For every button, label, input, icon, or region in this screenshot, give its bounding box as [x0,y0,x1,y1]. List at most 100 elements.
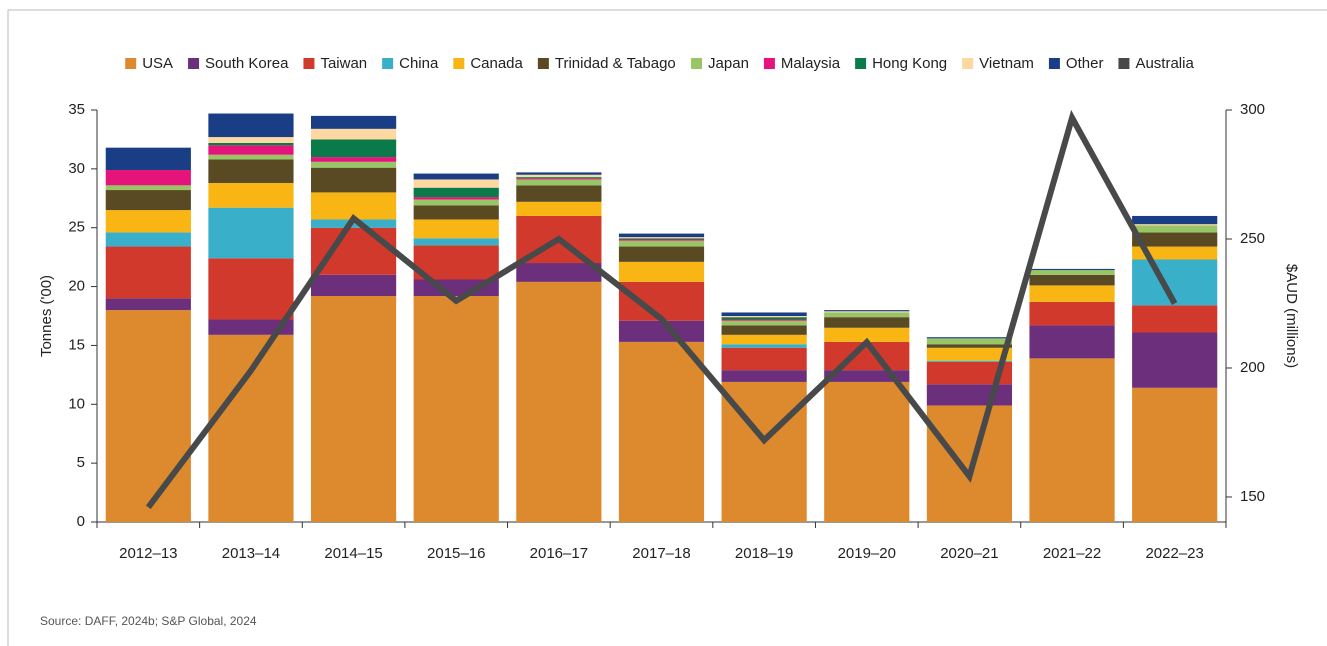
y-tick-label: 25 [68,219,85,236]
legend-swatch [125,58,137,69]
bar-segment [926,347,1013,361]
bar-segment [105,170,191,186]
x-tick-label: 2022–23 [1145,545,1203,562]
bar-segment [310,161,397,168]
bar-segment [310,128,397,140]
y-tick-label: 15 [68,336,85,353]
bar-segment [310,295,397,522]
bar-segment [618,239,705,241]
bar-segment [926,384,1013,406]
y-tick-label: 35 [68,101,85,118]
bar-segment [1132,305,1218,333]
bar-segment [721,347,807,371]
x-tick-label: 2017–18 [632,545,690,562]
x-tick-label: 2021–22 [1043,545,1101,562]
bar-segment [1029,325,1115,359]
bar-segment [413,173,499,180]
bar-segment [413,199,499,206]
bar-segment [208,182,294,208]
bar-segment [208,113,294,138]
bar-segment [516,179,602,186]
source: Source: DAFF, 2024b; S&P Global, 2024 [40,614,257,628]
bar-segment [516,178,602,180]
legend-label: Taiwan [320,55,367,72]
y-tick-label: 20 [68,278,85,295]
bar-segment [721,370,807,382]
x-tick-label: 2016–17 [530,545,588,562]
bar-segment [721,316,807,318]
legend-label: China [399,55,439,72]
legend-label: Malaysia [781,55,841,72]
y-tick-label: 30 [68,160,85,177]
bar-segment [926,361,1013,385]
y-tick-label: 10 [68,395,85,412]
y2-tick-label: 200 [1240,359,1265,376]
bar-segment [413,295,499,522]
legend-label: South Korea [205,55,289,72]
bar-segment [413,179,499,188]
bar-segment [105,210,191,233]
legend-label: Japan [708,55,749,72]
x-tick-label: 2020–21 [940,545,998,562]
legend-label: Hong Kong [872,55,947,72]
bar-segment [516,201,602,216]
legend-swatch [855,58,867,69]
y-axis-title: Tonnes ('00) [38,275,55,357]
bar-segment [926,344,1013,348]
legend-swatch [303,58,315,69]
legend-swatch [188,58,200,69]
bar-segment [208,319,294,335]
bar-segment [413,197,499,200]
bar-segment [310,227,397,275]
legend-label: Australia [1135,55,1194,72]
bar-segment [618,261,705,282]
legend-swatch [1118,58,1130,69]
bar-segment [1029,358,1115,522]
bar-segment [721,319,807,321]
bar-segment [208,142,294,146]
bar-segment [618,341,705,522]
y2-tick-label: 250 [1240,230,1265,247]
bar-segment [1132,387,1218,522]
bar-segment [208,334,294,522]
bar-segment [413,187,499,198]
bar-segment [1132,246,1218,260]
bar-segment [516,263,602,282]
bar-segment [824,381,910,522]
bar-segment [618,233,705,238]
legend-swatch [962,58,974,69]
x-tick-label: 2012–13 [119,545,177,562]
bar-segment [1132,225,1218,233]
bar-segment [105,232,191,247]
bar-segment [1132,224,1218,226]
bar-segment [824,312,910,318]
bar-segment [1029,301,1115,326]
legend-label: Vietnam [979,55,1034,72]
bar-segment [1029,270,1115,275]
bar-segment [721,334,807,345]
bar-segment [105,310,191,522]
bar-segment [310,139,397,158]
bar-segment [618,246,705,262]
bar-segment [1132,232,1218,247]
bar-segment [824,311,910,313]
bar-segment [413,245,499,280]
bar-segment [926,337,1013,339]
bar-segment [618,237,705,239]
bar-segment [618,240,705,247]
bar-segment [618,320,705,342]
legend-label: Other [1066,55,1104,72]
line-series [145,109,1178,510]
x-tick-label: 2013–14 [222,545,280,562]
bar-segment [721,325,807,335]
bar-segment [926,360,1013,362]
legend-label: USA [142,55,173,72]
legend-label: Trinidad & Tabago [555,55,676,72]
bar-segment [208,258,294,320]
bar-segment [926,405,1013,522]
bar-segment [413,238,499,246]
bar-segment [208,145,294,155]
bar-segment [824,317,910,328]
